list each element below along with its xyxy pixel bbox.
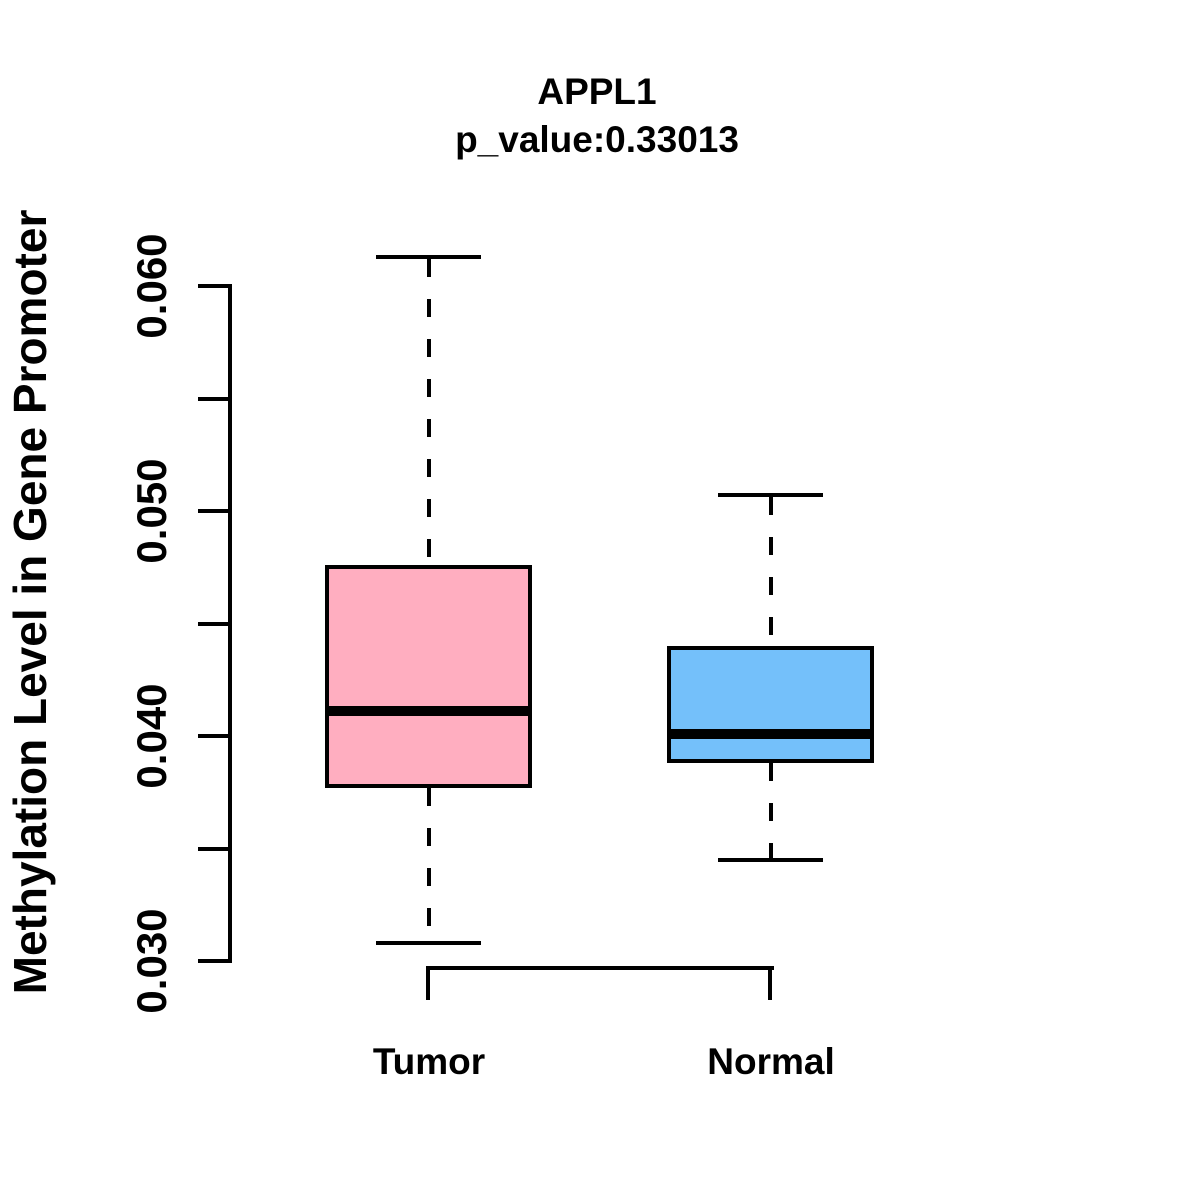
y-tick	[198, 396, 230, 401]
y-tick	[198, 959, 230, 963]
median-normal	[667, 728, 874, 739]
whisker-cap-min-normal	[718, 857, 823, 862]
box-tumor	[325, 565, 532, 788]
comparison-bracket-right-end	[768, 966, 772, 1000]
y-tick	[198, 509, 230, 513]
whisker-upper-tumor	[426, 258, 431, 566]
y-tick-label: 0.040	[128, 683, 175, 789]
whisker-upper-normal	[768, 497, 773, 647]
comparison-bracket-left-end	[426, 966, 430, 1000]
chart-title: APPL1	[537, 71, 657, 112]
y-tick	[198, 284, 230, 288]
y-tick	[198, 621, 230, 626]
whisker-cap-max-tumor	[376, 254, 481, 259]
y-tick-label: 0.060	[128, 233, 175, 339]
y-tick-label: 0.030	[128, 908, 175, 1014]
y-tick	[198, 846, 230, 851]
whisker-cap-max-normal	[718, 493, 823, 498]
y-tick-label: 0.050	[128, 458, 175, 564]
box-normal	[667, 646, 874, 763]
y-tick	[198, 734, 230, 738]
whisker-lower-normal	[768, 762, 773, 858]
chart-subtitle: p_value:0.33013	[455, 119, 739, 160]
x-category-label-tumor: Tumor	[372, 1041, 486, 1082]
whisker-cap-min-tumor	[376, 941, 481, 945]
comparison-bracket-horizontal	[426, 966, 774, 970]
median-tumor	[325, 706, 532, 717]
x-category-label-normal: Normal	[707, 1041, 835, 1082]
whisker-lower-tumor	[426, 787, 431, 941]
y-axis-line	[228, 284, 232, 963]
